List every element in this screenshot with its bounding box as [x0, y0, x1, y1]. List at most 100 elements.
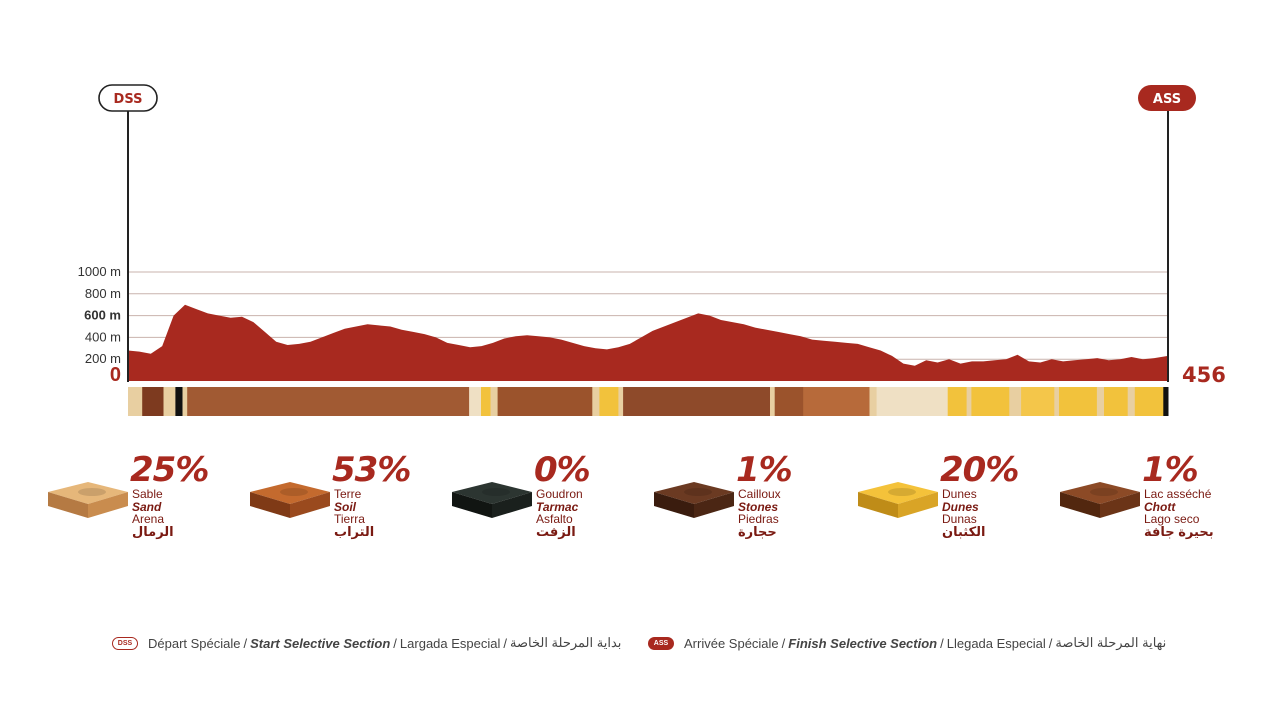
elevation-area: [128, 304, 1168, 381]
legend-dss-badge: DSS: [112, 636, 138, 650]
dunes-block-icon: [858, 482, 938, 518]
tarmac-block-icon: [452, 482, 532, 518]
terrain-item: 1% Cailloux Stones Piedras حجارة: [654, 452, 854, 552]
finish-distance-label: 456: [1182, 363, 1226, 387]
y-tick-label: 800 m: [85, 286, 121, 301]
terrain-label-en: Tarmac: [536, 499, 579, 514]
terrain-label-ar: الرمال: [132, 524, 174, 539]
soil-block-icon: [250, 482, 330, 518]
surface-segment: [1096, 387, 1105, 416]
surface-segment: [971, 387, 1010, 416]
terrain-label-es: Dunas: [942, 512, 977, 526]
surface-segment: [1134, 387, 1164, 416]
surface-segment: [876, 387, 949, 416]
ass-badge-label: ASS: [1153, 92, 1181, 107]
surface-segment: [770, 387, 776, 416]
terrain-item: 20% Dunes Dunes Dunas الكثبان: [858, 452, 1058, 552]
surface-segment: [803, 387, 870, 416]
terrain-label-fr: Goudron: [536, 487, 583, 501]
dry-lake-block-icon: [1060, 482, 1140, 518]
surface-segment: [469, 387, 482, 416]
surface-segment: [599, 387, 619, 416]
terrain-label-fr: Sable: [132, 487, 163, 501]
terrain-percentage: 25%: [130, 450, 209, 490]
sand-block-icon: [48, 482, 128, 518]
terrain-label-en: Chott: [1144, 499, 1176, 514]
terrain-label-ar: بحيرة جافة: [1144, 524, 1214, 539]
surface-segment: [481, 387, 491, 416]
terrain-label-fr: Lac asséché: [1144, 487, 1212, 501]
legend-dss-en: Start Selective Section: [250, 635, 391, 651]
legend-dss: DSS Départ Spéciale / Start Selective Sec…: [112, 633, 621, 653]
terrain-label-ar: الزفت: [536, 524, 576, 539]
surface-segment: [947, 387, 968, 416]
surface-segment: [623, 387, 771, 416]
surface-segment: [618, 387, 624, 416]
surface-segment: [497, 387, 593, 416]
legend-ass-badge: ASS: [648, 636, 674, 650]
terrain-item: 53% Terre Soil Tierra التراب: [250, 452, 450, 552]
dss-badge-label: DSS: [114, 92, 143, 107]
terrain-percentage: 53%: [332, 450, 411, 490]
surface-segment: [1054, 387, 1060, 416]
surface-segment: [774, 387, 804, 416]
surface-segment: [869, 387, 878, 416]
legend-dss-es: Largada Especial: [399, 635, 501, 651]
surface-segment: [1059, 387, 1098, 416]
y-tick-label: 1000 m: [78, 264, 121, 279]
surface-segment: [128, 387, 143, 416]
surface-segment: [175, 387, 183, 416]
terrain-percentage: 1%: [1142, 450, 1199, 490]
legend-ass-ar: نهاية المرحلة الخاصة: [1055, 635, 1167, 650]
legend-dss-fr: Départ Spéciale: [148, 635, 241, 651]
surface-segment: [1127, 387, 1136, 416]
terrain-label-es: Lago seco: [1144, 512, 1200, 526]
terrain-label-ar: التراب: [334, 524, 375, 539]
terrain-label-ar: الكثبان: [942, 524, 986, 539]
surface-segment: [187, 387, 470, 416]
elevation-profile-chart: 1000 m 800 m 600 m 400 m 200 m0 DSS ASS 456: [78, 84, 1226, 416]
ass-badge[interactable]: ASS: [1138, 85, 1196, 111]
terrain-label-en: Dunes: [942, 499, 979, 514]
legend-ass: ASS Arrivée Spéciale / Finish Selective S…: [648, 633, 1166, 653]
surface-segment: [163, 387, 176, 416]
terrain-label-fr: Cailloux: [738, 487, 781, 501]
surface-segment: [1104, 387, 1129, 416]
surface-segment: [966, 387, 972, 416]
surface-segment: [1009, 387, 1022, 416]
terrain-item: 1% Lac asséché Chott Lago seco بحيرة جافة: [1060, 452, 1260, 552]
terrain-percentage: 20%: [940, 450, 1019, 490]
y-axis-ticks: 1000 m 800 m 600 m 400 m 200 m0: [78, 264, 121, 386]
terrain-percentage: 0%: [534, 450, 591, 490]
terrain-label-en: Stones: [738, 499, 779, 514]
terrain-label-fr: Terre: [334, 487, 362, 501]
terrain-label-es: Piedras: [738, 512, 779, 526]
terrain-label-ar: حجارة: [738, 524, 777, 539]
terrain-label-fr: Dunes: [942, 487, 977, 501]
surface-segment: [142, 387, 164, 416]
terrain-label-es: Tierra: [334, 512, 365, 526]
dss-badge[interactable]: DSS: [98, 84, 158, 112]
terrain-item: 0% Goudron Tarmac Asfalto الزفت: [452, 452, 652, 552]
terrain-label-en: Sand: [132, 499, 162, 514]
y-tick-label: 600 m: [84, 308, 121, 323]
y-tick-label: 200 m: [85, 351, 121, 366]
y-tick-label: 400 m: [85, 329, 121, 344]
surface-segment: [490, 387, 499, 416]
terrain-percentage: 1%: [736, 450, 793, 490]
surface-segment: [182, 387, 188, 416]
terrain-label-es: Asfalto: [536, 512, 573, 526]
surface-segment: [1021, 387, 1055, 416]
terrain-label-en: Soil: [334, 499, 357, 514]
surface-segment: [592, 387, 600, 416]
stones-block-icon: [654, 482, 734, 518]
legend-ass-es: Llegada Especial: [946, 635, 1046, 651]
surface-type-strip: [128, 387, 1169, 416]
legend-ass-fr: Arrivée Spéciale: [684, 635, 779, 651]
terrain-label-es: Arena: [132, 512, 165, 526]
terrain-item: 25% Sable Sand Arena الرمال: [48, 452, 248, 552]
surface-segment: [1163, 387, 1169, 416]
y-tick-label: 0: [110, 364, 121, 386]
legend-ass-en: Finish Selective Section: [788, 635, 938, 651]
